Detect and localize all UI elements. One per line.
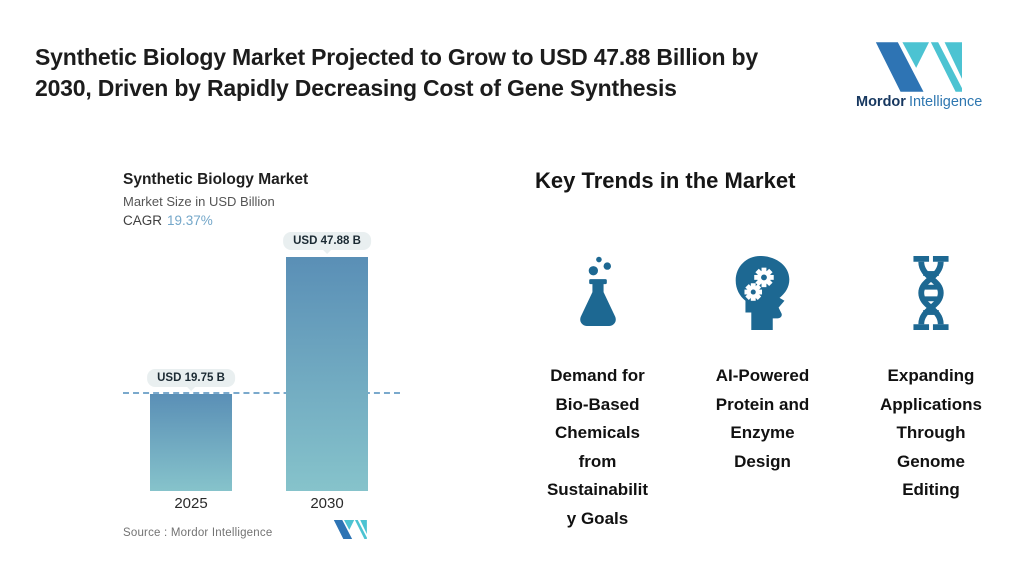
trend-item-genome-editing: Expanding Applications Through Genome Ed…	[853, 252, 1009, 505]
trend-label: Expanding Applications Through Genome Ed…	[879, 366, 982, 499]
x-axis-label-2025: 2025	[174, 495, 208, 512]
cagr-label: CAGR	[123, 213, 163, 228]
mi-logo-icon-small	[333, 520, 367, 539]
x-axis-label-2030: 2030	[310, 495, 344, 512]
chart-subtitle: Market Size in USD Billion	[123, 194, 275, 209]
trend-item-ai-protein-design: AI-Powered Protein and Enzyme Design	[685, 252, 840, 476]
brand-name-mordor: Mordor	[856, 94, 906, 110]
trends-title: Key Trends in the Market	[535, 168, 796, 193]
chart-source: Source : Mordor Intelligence	[123, 527, 273, 539]
chart-title: Synthetic Biology Market	[123, 171, 309, 188]
page-title: Synthetic Biology Market Projected to Gr…	[35, 44, 758, 101]
cagr-value: 19.37%	[167, 213, 213, 228]
dna-icon	[853, 252, 1009, 334]
reference-dashed-line	[123, 392, 400, 394]
brand-name-intelligence: Intelligence	[908, 94, 983, 110]
head-gears-icon	[685, 252, 840, 334]
trend-label: AI-Powered Protein and Enzyme Design	[715, 366, 810, 471]
trend-label: Demand for Bio-Based Chemicals from Sust…	[546, 366, 649, 528]
flask-icon	[520, 252, 675, 334]
mordor-intelligence-logo: Mordor Intelligence	[856, 42, 983, 110]
value-label-2030: USD 47.88 B	[283, 232, 371, 250]
brand-name: Mordor Intelligence	[856, 94, 983, 110]
bar-2030	[286, 257, 368, 491]
mi-logo-icon	[875, 42, 962, 92]
value-label-2025: USD 19.75 B	[147, 369, 235, 387]
trend-item-bio-based-chemicals: Demand for Bio-Based Chemicals from Sust…	[520, 252, 675, 533]
bar-2025	[150, 394, 232, 491]
chart-cagr: CAGR 19.37%	[123, 213, 213, 228]
